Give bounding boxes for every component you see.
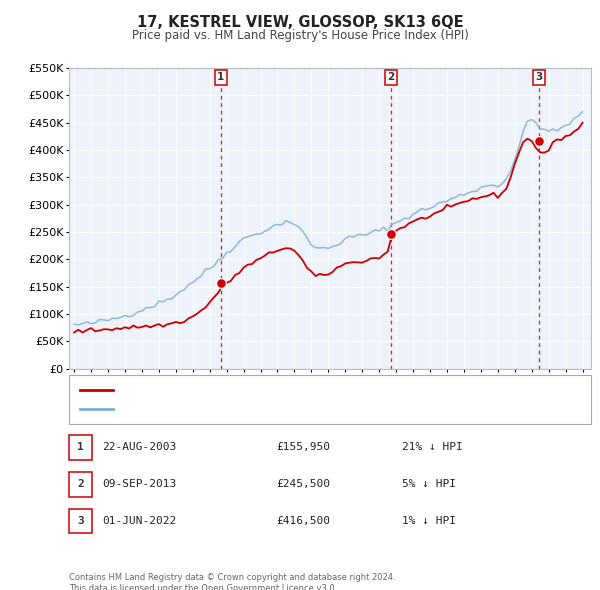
Text: HPI: Average price, detached house, High Peak: HPI: Average price, detached house, High… — [120, 405, 365, 414]
Text: 1: 1 — [217, 72, 224, 82]
Text: 09-SEP-2013: 09-SEP-2013 — [102, 480, 176, 489]
Text: 17, KESTREL VIEW, GLOSSOP, SK13 6QE: 17, KESTREL VIEW, GLOSSOP, SK13 6QE — [137, 15, 463, 30]
Text: Price paid vs. HM Land Registry's House Price Index (HPI): Price paid vs. HM Land Registry's House … — [131, 30, 469, 42]
Text: £416,500: £416,500 — [276, 516, 330, 526]
Text: £155,950: £155,950 — [276, 442, 330, 452]
Text: 01-JUN-2022: 01-JUN-2022 — [102, 516, 176, 526]
Text: 2: 2 — [387, 72, 394, 82]
Text: 5% ↓ HPI: 5% ↓ HPI — [402, 480, 456, 489]
Text: Contains HM Land Registry data © Crown copyright and database right 2024.
This d: Contains HM Land Registry data © Crown c… — [69, 573, 395, 590]
Text: 3: 3 — [77, 516, 84, 526]
Text: 1% ↓ HPI: 1% ↓ HPI — [402, 516, 456, 526]
Text: 17, KESTREL VIEW, GLOSSOP, SK13 6QE (detached house): 17, KESTREL VIEW, GLOSSOP, SK13 6QE (det… — [120, 385, 424, 395]
Text: 2: 2 — [77, 480, 84, 489]
Text: £245,500: £245,500 — [276, 480, 330, 489]
Text: 21% ↓ HPI: 21% ↓ HPI — [402, 442, 463, 452]
Text: 1: 1 — [77, 442, 84, 452]
Text: 22-AUG-2003: 22-AUG-2003 — [102, 442, 176, 452]
Text: 3: 3 — [535, 72, 542, 82]
